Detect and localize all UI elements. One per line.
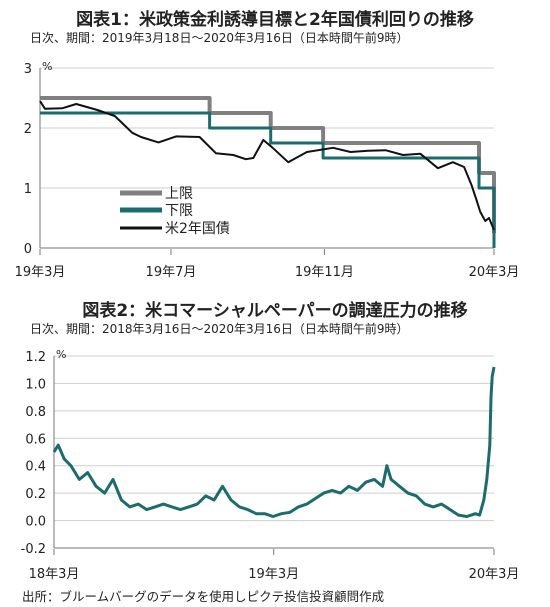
y-tick-label: 1 (24, 182, 32, 197)
legend-label: 上限 (165, 186, 193, 202)
chart2-plot: 1.2 1.0 0.8 0.6 0.4 0.2 0.0 -0.2% 18年3月 19年3月 20年3… (21, 348, 520, 582)
x-tick-label: 19年3月 (248, 567, 299, 582)
x-tick-label: 20年3月 (469, 567, 520, 582)
y-tick-label: 3 (24, 62, 32, 77)
x-tick-label: 19年7月 (146, 265, 197, 280)
y-tick-label: 2 (24, 122, 32, 137)
series-line (52, 366, 496, 518)
y-unit-label: % (42, 60, 52, 73)
x-tick-label: 19年11月 (295, 265, 354, 280)
y-tick-label: 0.4 (25, 460, 46, 475)
chart2-title: 図表2：米コマーシャルペーパーの調達圧力の推移 (82, 301, 468, 321)
chart1-title: 図表1：米政策金利誘導目標と2年国債利回りの推移 (76, 10, 474, 30)
y-tick-label: 0 (24, 242, 32, 257)
chart1-subtitle: 日次、期間：2019年3月18日～2020年3月16日（日本時間午前9時） (30, 31, 409, 45)
y-tick-label: 1.2 (25, 350, 46, 365)
y-tick-label: 1.0 (25, 377, 46, 392)
legend-label: 米2年国債 (165, 221, 230, 237)
y-unit-label: % (56, 348, 66, 361)
x-tick-label: 19年3月 (15, 265, 66, 280)
y-tick-label: -0.2 (21, 542, 46, 557)
y-tick-label: 0.0 (25, 515, 46, 530)
y-tick-label: 0.8 (25, 405, 46, 420)
x-tick-label: 18年3月 (29, 567, 80, 582)
source-note: 出所：ブルームバーグのデータを使用しピクテ投信投資顧問作成 (22, 589, 385, 604)
chart2-subtitle: 日次、期間：2018年3月16日～2020年3月16日（日本時間午前9時） (30, 322, 409, 336)
y-tick-label: 0.6 (25, 432, 46, 447)
series-line (39, 100, 495, 231)
x-tick-label: 20年3月 (469, 265, 520, 280)
series-line (40, 111, 496, 248)
legend-label: 下限 (165, 203, 193, 219)
y-tick-label: 0.2 (25, 487, 46, 502)
series-line (40, 96, 496, 233)
